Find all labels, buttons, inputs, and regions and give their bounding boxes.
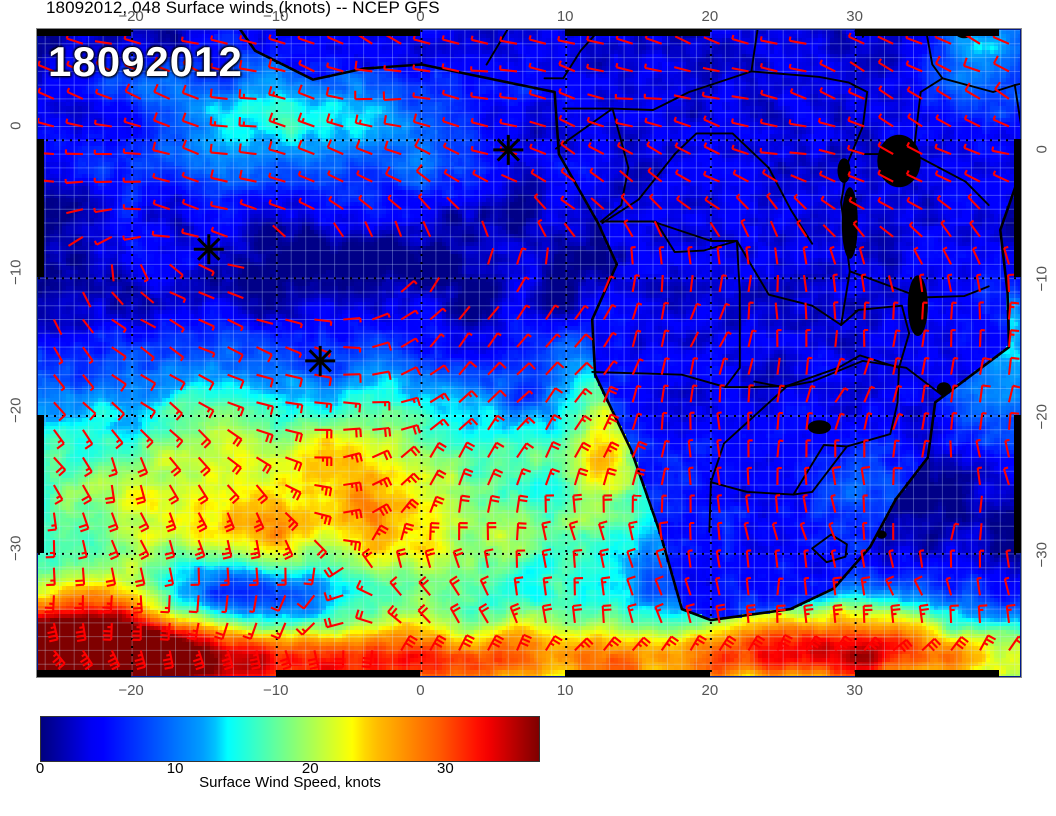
axis-band-left (37, 139, 44, 277)
x-tick-top: −10 (260, 8, 292, 25)
map-plot-area (36, 28, 1022, 678)
map-svg (38, 30, 1020, 676)
axis-band-bottom (276, 670, 421, 677)
axis-band-top (37, 29, 131, 36)
y-tick-right: −10 (1034, 260, 1051, 292)
y-tick-left: −30 (8, 535, 25, 567)
x-tick-bottom: 30 (839, 682, 871, 699)
x-tick-top: 10 (549, 8, 581, 25)
y-tick-left: −20 (8, 398, 25, 430)
axis-band-bottom (565, 670, 710, 677)
y-tick-left: −10 (8, 260, 25, 292)
x-tick-bottom: 10 (549, 682, 581, 699)
axis-band-bottom (37, 670, 131, 677)
axis-band-right (1014, 139, 1021, 277)
x-tick-top: 20 (694, 8, 726, 25)
x-tick-bottom: −10 (260, 682, 292, 699)
y-tick-right: 0 (1034, 122, 1051, 154)
map-canvas (38, 30, 1020, 676)
x-tick-bottom: −20 (115, 682, 147, 699)
y-tick-right: −20 (1034, 398, 1051, 430)
axis-band-right (1014, 415, 1021, 553)
colorbar-title: Surface Wind Speed, knots (40, 774, 540, 791)
x-tick-bottom: 0 (404, 682, 436, 699)
x-tick-top: −20 (115, 8, 147, 25)
axis-band-top (565, 29, 710, 36)
axis-band-top (276, 29, 421, 36)
chart-title: 18092012, 048 Surface winds (knots) -- N… (46, 0, 440, 18)
y-tick-left: 0 (8, 122, 25, 154)
wind-chart-figure: 18092012, 048 Surface winds (knots) -- N… (0, 0, 1056, 816)
y-tick-right: −30 (1034, 535, 1051, 567)
colorbar-gradient (41, 717, 539, 761)
date-stamp-overlay: 18092012 (48, 38, 243, 86)
x-tick-top: 0 (404, 8, 436, 25)
x-tick-top: 30 (839, 8, 871, 25)
x-tick-bottom: 20 (694, 682, 726, 699)
colorbar (40, 716, 540, 762)
axis-band-top (855, 29, 1000, 36)
axis-band-bottom (855, 670, 1000, 677)
axis-band-left (37, 415, 44, 553)
